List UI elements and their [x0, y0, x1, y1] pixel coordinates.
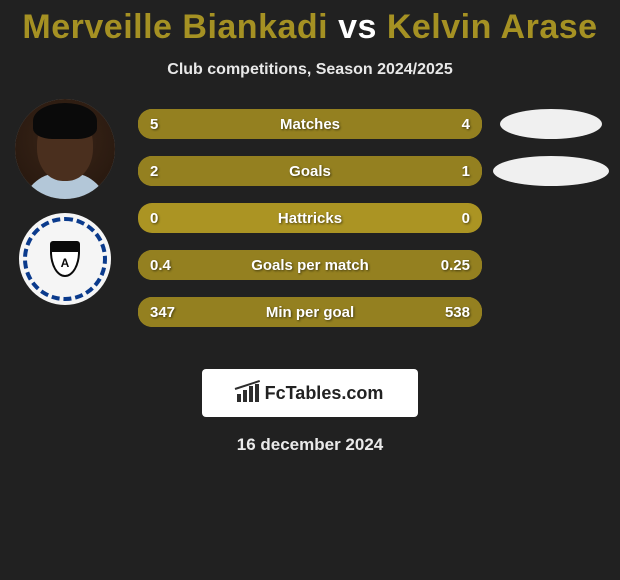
stat-label: Goals per match [251, 257, 369, 274]
player1-name: Merveille Biankadi [22, 8, 328, 46]
subtitle: Club competitions, Season 2024/2025 [0, 61, 620, 79]
stat-bar: 0.4 Goals per match 0.25 [138, 250, 482, 280]
player1-avatar [15, 99, 115, 199]
comparison-panel: A 5 Matches 4 2 Goals 1 0 Hattricks 0 0.4 Goals pe… [0, 109, 620, 349]
player2-name: Kelvin Arase [387, 8, 598, 46]
stat-bar: 5 Matches 4 [138, 109, 482, 139]
footer-date: 16 december 2024 [0, 435, 620, 455]
stat-bars: 5 Matches 4 2 Goals 1 0 Hattricks 0 0.4 Goals per … [138, 109, 482, 327]
right-slot [492, 109, 610, 139]
stat-right-value: 0.25 [441, 257, 470, 274]
page-title: Merveille Biankadi vs Kelvin Arase [0, 0, 620, 47]
stat-right-value: 4 [462, 116, 470, 133]
stat-left-value: 5 [150, 116, 158, 133]
stat-bar: 347 Min per goal 538 [138, 297, 482, 327]
player2-ellipse [493, 156, 609, 186]
stat-right-value: 0 [462, 210, 470, 227]
club-logo: A [19, 213, 111, 305]
stat-right-value: 1 [462, 163, 470, 180]
chart-icon [237, 384, 259, 402]
right-slot [492, 156, 610, 186]
stat-label: Matches [280, 116, 340, 133]
brand-text: FcTables.com [265, 383, 384, 404]
stat-right-value: 538 [445, 304, 470, 321]
stat-left-value: 347 [150, 304, 175, 321]
right-slot [492, 250, 610, 280]
brand-badge: FcTables.com [202, 369, 418, 417]
shield-letter: A [61, 256, 70, 270]
stat-left-value: 0.4 [150, 257, 171, 274]
player2-ellipse [500, 109, 601, 139]
stat-label: Goals [289, 163, 331, 180]
left-column: A [10, 99, 120, 305]
stat-bar: 0 Hattricks 0 [138, 203, 482, 233]
stat-label: Hattricks [278, 210, 342, 227]
stat-left-value: 2 [150, 163, 158, 180]
stat-label: Min per goal [266, 304, 354, 321]
right-slot [492, 203, 610, 233]
stat-bar: 2 Goals 1 [138, 156, 482, 186]
vs-text: vs [338, 8, 377, 46]
right-slot [492, 297, 610, 327]
stat-left-value: 0 [150, 210, 158, 227]
right-column [492, 109, 610, 327]
